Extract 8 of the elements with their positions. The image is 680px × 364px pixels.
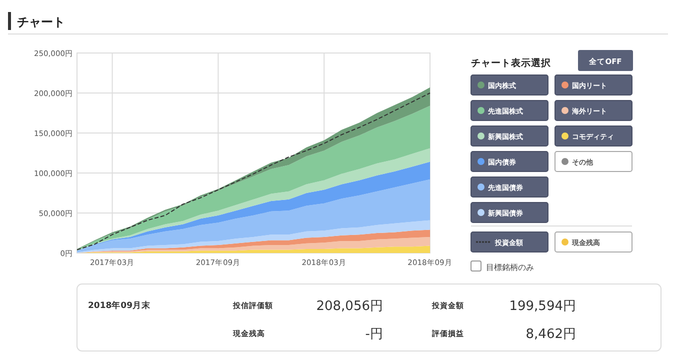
chart-title: チャート — [17, 15, 65, 29]
text: 2018年09月末 — [88, 300, 152, 311]
legend-title: チャート表示選択 — [471, 57, 552, 69]
text: 8,462円 — [526, 327, 576, 342]
text: 208,056円 — [316, 299, 383, 314]
checkbox: 目標銘柄のみ — [470, 260, 534, 272]
text: -円 — [365, 327, 383, 342]
text: 199,594円 — [509, 299, 576, 314]
